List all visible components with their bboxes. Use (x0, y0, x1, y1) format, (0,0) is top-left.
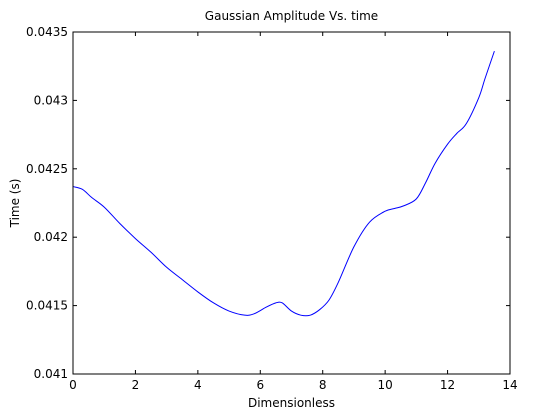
x-axis-ticks: 0 2 4 6 8 10 12 14 (69, 32, 518, 392)
x-tick-label: 0 (69, 378, 77, 392)
x-tick-label: 14 (502, 378, 517, 392)
y-axis-label: Time (s) (8, 179, 22, 229)
chart-title: Gaussian Amplitude Vs. time (205, 9, 378, 23)
x-tick-label: 6 (256, 378, 264, 392)
x-tick-label: 2 (132, 378, 140, 392)
y-tick-label: 0.0425 (26, 162, 68, 176)
y-axis-ticks: 0.041 0.0415 0.042 0.0425 0.043 0.0435 (26, 25, 510, 381)
y-tick-label: 0.041 (34, 367, 68, 381)
series-layer (72, 50, 495, 317)
plot-area-frame (72, 31, 511, 375)
x-axis-label: Dimensionless (248, 396, 335, 410)
series-line-0 (72, 50, 495, 317)
y-tick-label: 0.0415 (26, 299, 68, 313)
x-tick-label: 10 (378, 378, 393, 392)
x-tick-label: 8 (319, 378, 327, 392)
y-tick-label: 0.0435 (26, 25, 68, 39)
x-tick-label: 4 (194, 378, 202, 392)
y-tick-label: 0.043 (34, 93, 68, 107)
x-tick-label: 12 (440, 378, 455, 392)
y-tick-label: 0.042 (34, 230, 68, 244)
